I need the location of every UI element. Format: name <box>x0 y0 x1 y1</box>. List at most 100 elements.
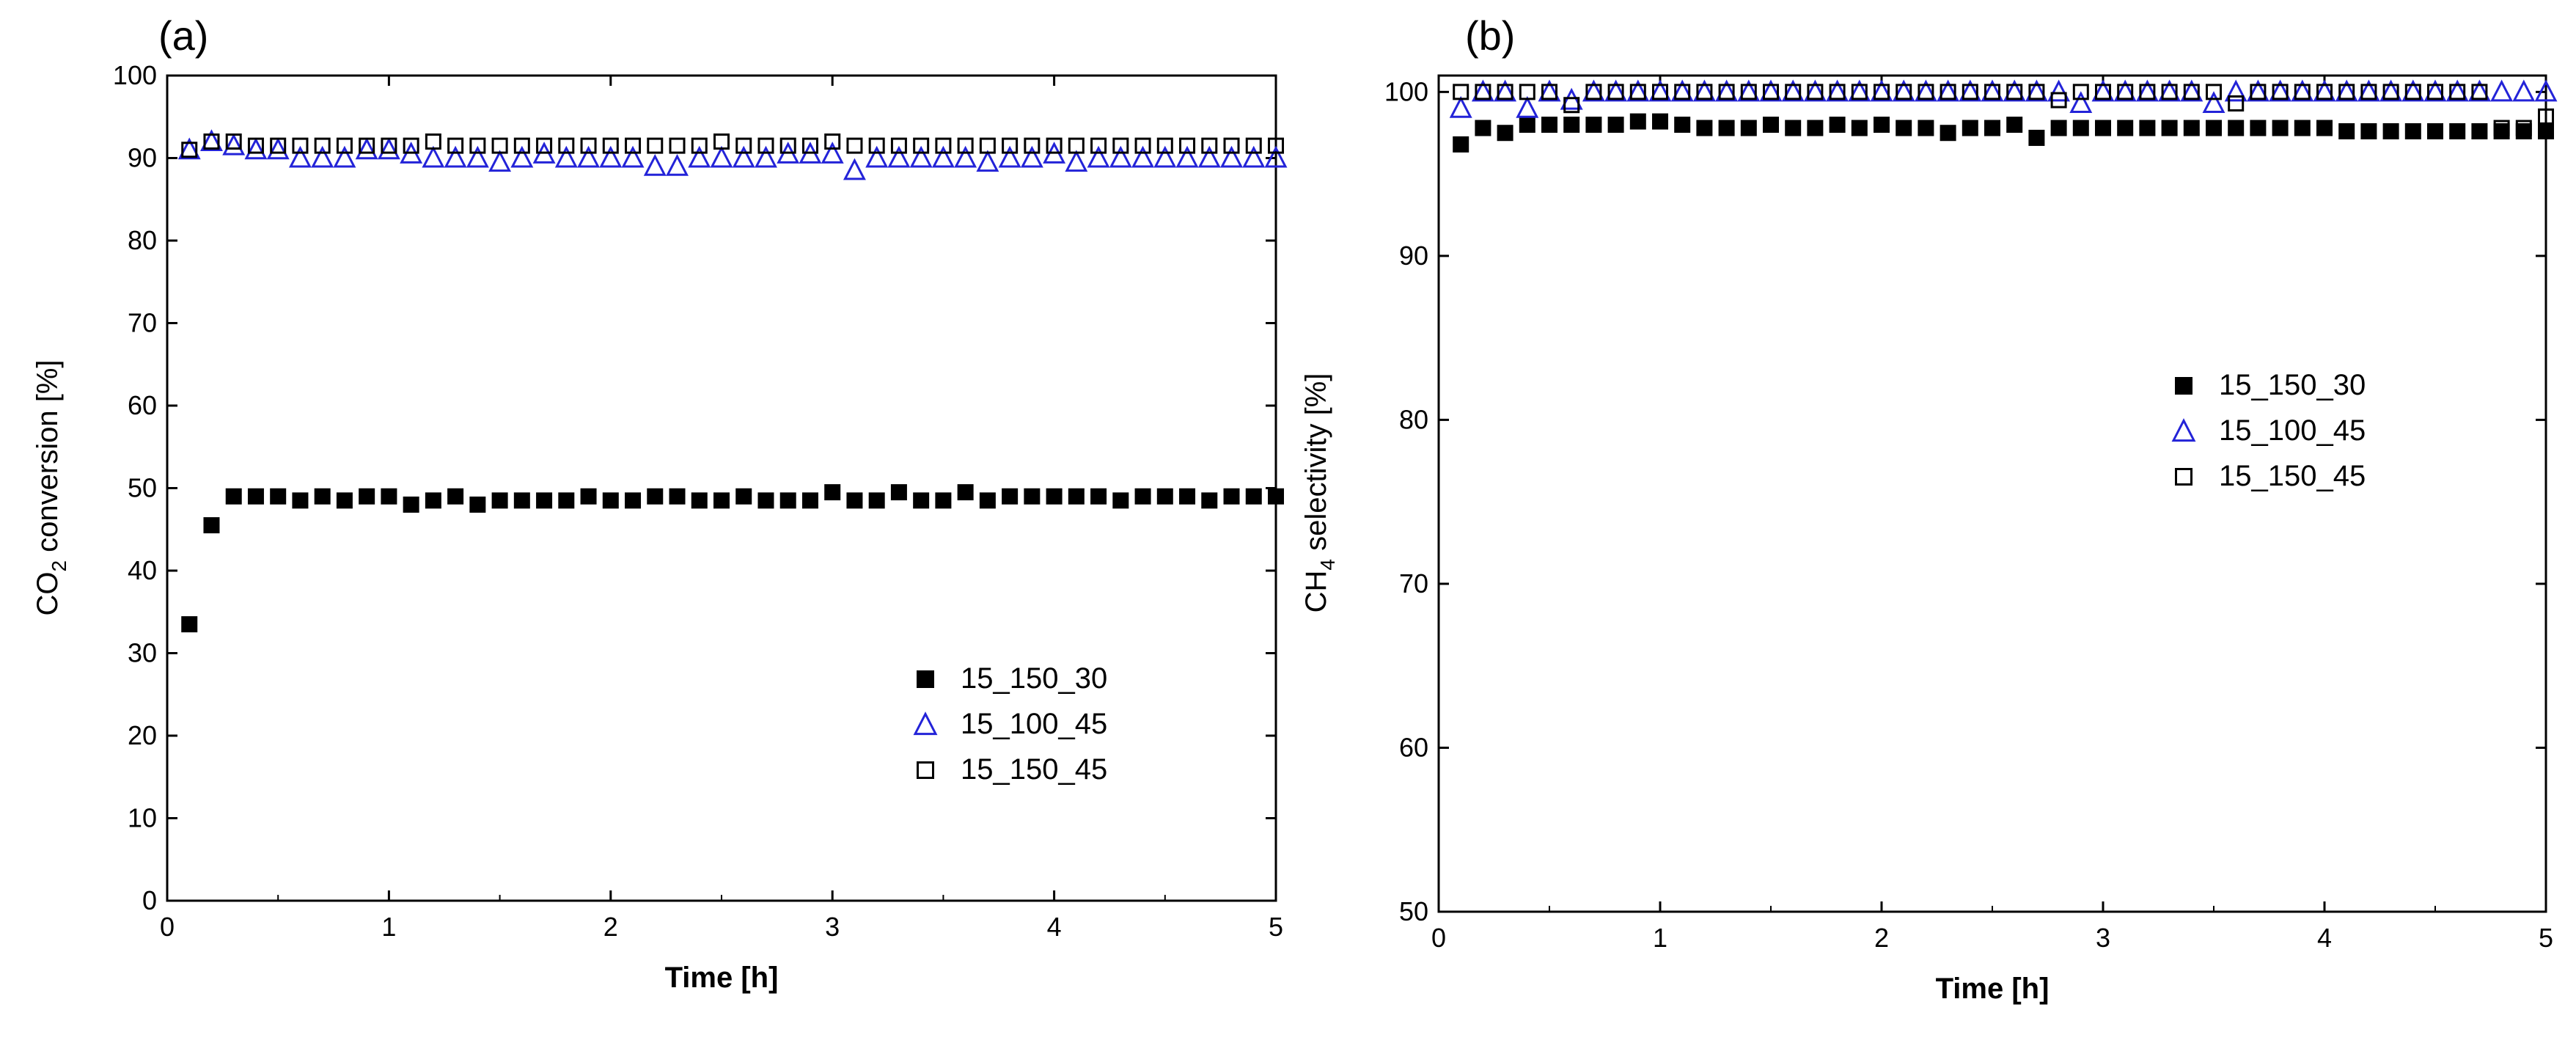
data-point <box>1674 117 1691 133</box>
data-point <box>2427 123 2443 139</box>
data-point <box>2379 79 2403 102</box>
data-point <box>558 137 575 154</box>
y-axis-label-subscript: 2 <box>48 560 70 572</box>
y-tick-label: 100 <box>1384 76 1428 106</box>
data-point <box>2515 120 2532 136</box>
x-tick-label: 3 <box>2096 923 2110 953</box>
data-point <box>2117 84 2134 100</box>
data-point <box>177 137 201 160</box>
data-point <box>801 137 818 154</box>
data-point <box>2050 92 2067 109</box>
data-point <box>447 488 464 505</box>
data-point <box>1629 84 1646 100</box>
data-point <box>1785 120 1802 136</box>
legend-marker <box>917 761 934 779</box>
data-point <box>469 497 486 513</box>
data-point <box>647 488 664 505</box>
legend-label: 15_100_45 <box>2219 414 2366 447</box>
data-point <box>735 488 752 505</box>
data-point <box>2291 79 2314 102</box>
data-point <box>1131 145 1155 168</box>
data-point <box>2224 79 2247 102</box>
data-point <box>643 153 667 176</box>
data-point <box>1763 117 1779 133</box>
data-point <box>266 137 290 160</box>
data-point <box>469 137 486 154</box>
y-tick-label: 40 <box>128 555 157 585</box>
data-point <box>1737 79 1761 102</box>
data-point <box>288 145 312 168</box>
data-point <box>1134 488 1151 505</box>
data-point <box>1892 79 1915 102</box>
data-point <box>2025 79 2048 102</box>
data-point <box>1494 79 1517 102</box>
data-point <box>1940 125 1956 142</box>
y-tick-label: 60 <box>128 390 157 420</box>
data-point <box>247 137 264 154</box>
y-tick-label: 50 <box>128 473 157 503</box>
data-point <box>2404 84 2421 100</box>
data-point <box>1896 84 1912 100</box>
data-point <box>1024 137 1041 154</box>
y-axis-label-subscript: 4 <box>1316 559 1339 571</box>
data-point <box>2206 84 2222 100</box>
data-point <box>2202 91 2225 114</box>
data-point <box>1220 145 1243 168</box>
data-point <box>1670 79 1694 102</box>
data-point <box>244 137 268 160</box>
data-point <box>1112 492 1129 509</box>
data-point <box>381 488 397 505</box>
data-point <box>935 492 952 509</box>
data-point <box>666 153 689 176</box>
data-point <box>1024 488 1041 505</box>
data-point <box>1607 84 1624 100</box>
data-point <box>1065 150 1088 172</box>
data-point <box>1471 79 1494 102</box>
data-point <box>2272 120 2289 136</box>
data-point <box>1785 84 1802 100</box>
data-point <box>2404 123 2421 139</box>
data-point <box>2206 120 2222 136</box>
data-point <box>2357 79 2380 102</box>
data-point <box>2471 84 2488 100</box>
y-tick-label: 60 <box>1399 732 1428 762</box>
data-point <box>732 145 755 168</box>
x-axis-label: Time [h] <box>665 962 779 994</box>
data-point <box>488 150 512 172</box>
data-point <box>425 133 441 150</box>
data-point <box>200 129 223 152</box>
data-point <box>913 137 930 154</box>
data-point <box>1874 117 1890 133</box>
data-point <box>1538 79 1561 102</box>
data-point <box>779 492 796 509</box>
legend-label: 15_150_45 <box>2219 460 2366 492</box>
data-point <box>1937 79 1960 102</box>
data-point <box>447 137 464 154</box>
data-point <box>2028 84 2045 100</box>
legend-label: 15_100_45 <box>961 708 1107 740</box>
data-point <box>510 145 534 168</box>
data-point <box>181 616 198 633</box>
data-point <box>1497 84 1513 100</box>
y-tick-label: 80 <box>128 225 157 255</box>
data-point <box>1851 84 1868 100</box>
data-point <box>1087 145 1110 168</box>
data-point <box>957 484 974 501</box>
x-tick-label: 0 <box>160 912 175 942</box>
y-tick-label: 30 <box>128 638 157 668</box>
data-point <box>821 142 844 164</box>
data-point <box>599 145 623 168</box>
data-point <box>2449 123 2466 139</box>
data-point <box>1585 84 1602 100</box>
data-point <box>868 137 885 154</box>
data-point <box>1848 79 1871 102</box>
data-point <box>1245 137 1262 154</box>
legend-label: 15_150_30 <box>2219 369 2366 401</box>
data-point <box>491 137 508 154</box>
data-point <box>1807 84 1824 100</box>
data-point <box>2338 84 2355 100</box>
data-point <box>2072 120 2089 136</box>
data-point <box>466 145 489 168</box>
data-point <box>1740 120 1757 136</box>
